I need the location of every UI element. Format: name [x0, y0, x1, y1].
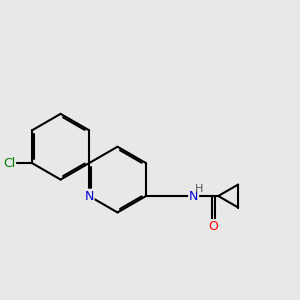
Text: Cl: Cl [3, 157, 15, 169]
Text: O: O [208, 220, 218, 233]
Text: N: N [84, 190, 94, 202]
Text: H: H [195, 184, 204, 194]
Text: N: N [189, 190, 198, 202]
